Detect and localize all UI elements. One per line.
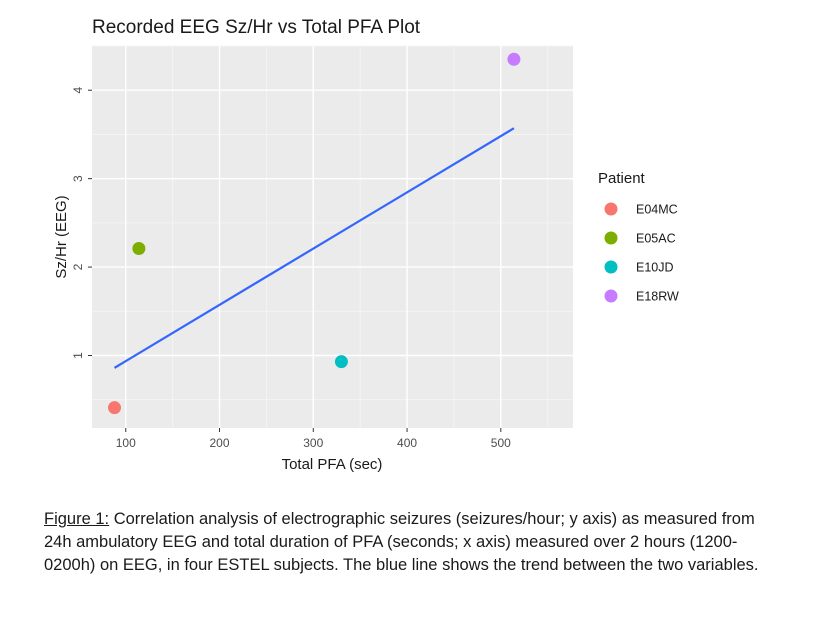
- legend-label-e18rw: E18RW: [636, 290, 679, 304]
- legend-key-e05ac: [604, 231, 618, 245]
- x-tick-label: 100: [116, 436, 136, 450]
- x-tick-label: 200: [210, 436, 230, 450]
- legend-label-e05ac: E05AC: [636, 232, 676, 246]
- x-axis: 100 200 300 400 500: [116, 428, 511, 450]
- figure-caption: Figure 1: Correlation analysis of electr…: [44, 508, 784, 577]
- x-tick-label: 500: [491, 436, 511, 450]
- legend-label-e04mc: E04MC: [636, 203, 678, 217]
- y-tick-label: 2: [71, 263, 85, 270]
- figure-label: Figure 1:: [44, 510, 110, 528]
- x-tick-label: 400: [397, 436, 417, 450]
- data-point-e18rw: [507, 52, 521, 66]
- legend-label-e10jd: E10JD: [636, 261, 674, 275]
- grid-major: [92, 46, 573, 428]
- legend-key-e18rw: [604, 289, 618, 303]
- data-points: [108, 52, 521, 415]
- grid-minor: [92, 45, 573, 428]
- y-axis-label: Sz/Hr (EEG): [53, 195, 70, 278]
- chart: Recorded EEG Sz/Hr vs Total PFA Plot 100…: [53, 17, 679, 473]
- caption-text: Correlation analysis of electrographic s…: [44, 510, 759, 574]
- chart-title: Recorded EEG Sz/Hr vs Total PFA Plot: [92, 17, 421, 38]
- x-tick-label: 300: [303, 436, 323, 450]
- x-axis-label: Total PFA (sec): [282, 456, 383, 473]
- legend-title: Patient: [598, 170, 646, 187]
- data-point-e04mc: [108, 401, 122, 415]
- trend-line: [113, 127, 515, 369]
- data-point-e10jd: [334, 355, 348, 369]
- legend-key-e10jd: [604, 260, 618, 274]
- legend: E04MC E05AC E10JD E18RW: [604, 202, 679, 304]
- y-tick-label: 3: [71, 175, 85, 182]
- y-tick-label: 1: [71, 352, 85, 359]
- data-point-e05ac: [132, 241, 146, 255]
- legend-key-e04mc: [604, 202, 618, 216]
- y-tick-label: 4: [71, 87, 85, 94]
- y-axis: 1 2 3 4: [71, 87, 92, 359]
